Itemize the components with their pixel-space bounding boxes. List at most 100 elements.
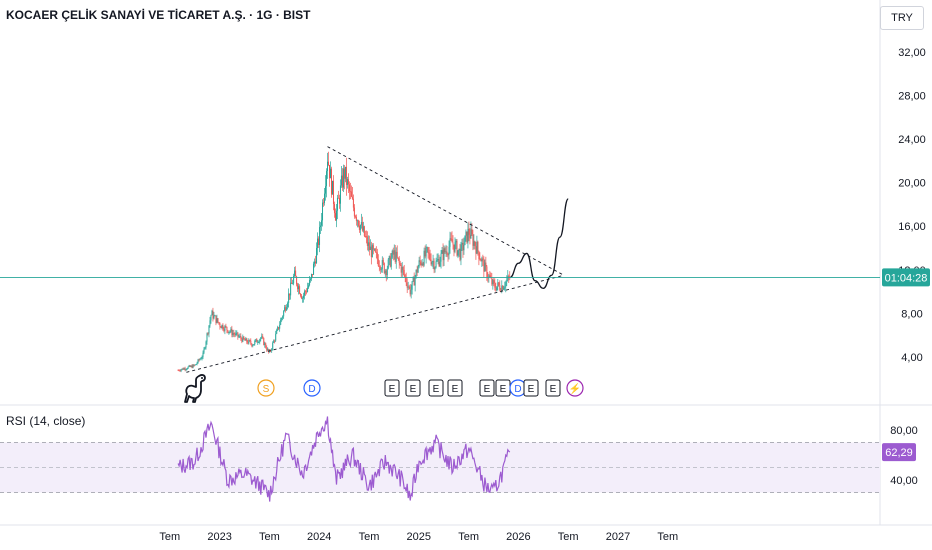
candle-body <box>289 293 291 296</box>
rsi-indicator-title[interactable]: RSI (14, close) <box>6 414 86 428</box>
event-marker-label: E <box>389 384 396 395</box>
price-axis[interactable]: 32,0028,0024,0020,0016,0012,008,004,0001… <box>0 0 930 525</box>
candle-body <box>404 274 406 277</box>
price-tick-label: 24,00 <box>898 134 926 146</box>
candle-body <box>374 248 376 252</box>
candle-body <box>446 251 448 255</box>
candle-body <box>181 368 183 370</box>
candle-body <box>481 258 483 262</box>
candle-body <box>423 250 425 266</box>
candle-body <box>304 291 306 296</box>
candle-body <box>456 240 458 256</box>
candle-body <box>495 287 497 291</box>
candle-body <box>450 238 452 240</box>
candle-body <box>282 316 284 319</box>
candle-body <box>223 329 225 331</box>
time-tick-label: Tem <box>359 531 380 543</box>
symbol-title[interactable]: KOCAER ÇELİK SANAYİ VE TİCARET A.Ş. · 1G… <box>6 8 311 22</box>
candle-body <box>259 339 261 343</box>
candle-body <box>442 250 444 261</box>
candle-body <box>202 352 204 358</box>
candle-body <box>239 336 241 337</box>
candle-body <box>351 196 353 199</box>
candle-body <box>330 168 332 195</box>
candle-body <box>501 285 503 292</box>
candle-body <box>417 266 419 273</box>
candle-body <box>332 180 334 205</box>
projection-layer <box>509 198 569 289</box>
tradingview-dino-logo[interactable] <box>183 372 211 404</box>
trendlines-layer <box>186 146 565 373</box>
candle-body <box>503 287 505 290</box>
earnings-marker <box>479 379 495 397</box>
candle-body <box>398 258 400 263</box>
candle-body <box>262 336 264 338</box>
candle-body <box>241 338 243 342</box>
event-marker-label: E <box>550 384 557 395</box>
candle-body <box>263 337 265 346</box>
candle-body <box>355 217 357 222</box>
candle-body <box>212 310 214 319</box>
candle-body <box>228 331 230 333</box>
candle-body <box>426 247 428 249</box>
candle-body <box>317 238 319 249</box>
candle-body <box>267 349 269 351</box>
candle-body <box>255 339 257 341</box>
candle-body <box>396 251 398 258</box>
candle-body <box>439 261 441 267</box>
candle-body <box>482 258 484 260</box>
candle-body <box>422 263 424 266</box>
candle-body <box>461 242 463 245</box>
candle-body <box>292 283 294 285</box>
candle-body <box>211 310 213 316</box>
candle-body <box>310 278 312 281</box>
candle-body <box>226 326 228 331</box>
candle-body <box>235 333 237 335</box>
candle-body <box>432 261 434 263</box>
candle-body <box>240 336 242 339</box>
time-axis[interactable]: Tem 2023 Tem 2024 Tem 2025 Tem 2026 Tem 2027 Tem <box>0 524 932 543</box>
candle-body <box>497 282 499 287</box>
price-tick-label: 28,00 <box>898 90 926 102</box>
candle-body <box>338 198 340 204</box>
earnings-marker <box>523 379 539 397</box>
candle-body <box>187 366 189 369</box>
candle-body <box>309 280 311 286</box>
candle-body <box>380 269 382 271</box>
candle-body <box>334 213 336 221</box>
candle-body <box>440 253 442 262</box>
candle-body <box>356 220 358 222</box>
candle-body <box>295 270 297 277</box>
candle-body <box>376 252 378 260</box>
candle-body <box>445 251 447 253</box>
candle-body <box>379 266 381 270</box>
candle-body <box>278 326 280 329</box>
candle-body <box>468 228 470 235</box>
candle-body <box>452 242 454 245</box>
time-tick-label: Tem <box>259 531 280 543</box>
candle-body <box>193 364 195 366</box>
candle-body <box>500 289 502 292</box>
candle-body <box>272 342 274 350</box>
candle-body <box>210 315 212 321</box>
candle-body <box>458 248 460 251</box>
currency-button[interactable]: TRY <box>880 6 924 30</box>
candles-layer <box>177 151 511 373</box>
candle-body <box>449 238 451 247</box>
rsi-axis[interactable]: 80,00 40,00 62,29 <box>882 425 918 487</box>
candle-body <box>339 185 341 204</box>
candle-body <box>266 347 268 351</box>
candle-body <box>313 263 315 275</box>
candle-body <box>441 250 443 254</box>
rsi-pane <box>0 416 880 502</box>
candle-body <box>431 262 433 265</box>
candle-body <box>508 275 510 277</box>
candle-body <box>387 259 389 269</box>
candle-body <box>251 343 253 346</box>
candle-body <box>201 357 203 359</box>
candle-body <box>268 349 270 353</box>
time-tick-label: Tem <box>558 531 579 543</box>
candle-body <box>361 222 363 231</box>
